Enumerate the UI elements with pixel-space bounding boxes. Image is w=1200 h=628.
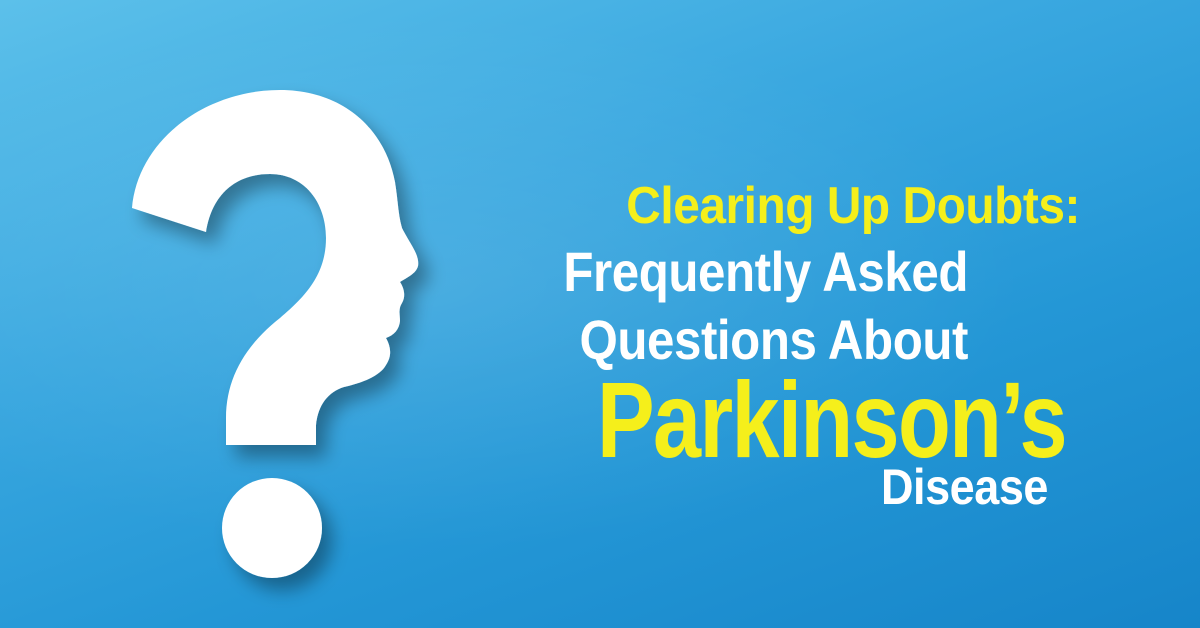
headline-line-5: Disease xyxy=(881,459,1048,515)
question-mark-hook-shape xyxy=(132,90,419,445)
headline-line-2: Frequently Asked xyxy=(563,240,968,303)
headline-line-4: Parkinson’s xyxy=(597,359,1068,480)
headline-line-3: Questions About xyxy=(579,308,968,371)
question-mark-dot xyxy=(222,478,322,578)
headline-line-1: Clearing Up Doubts: xyxy=(626,177,1080,235)
headline: Clearing Up Doubts: Frequently Asked Que… xyxy=(440,180,1080,512)
